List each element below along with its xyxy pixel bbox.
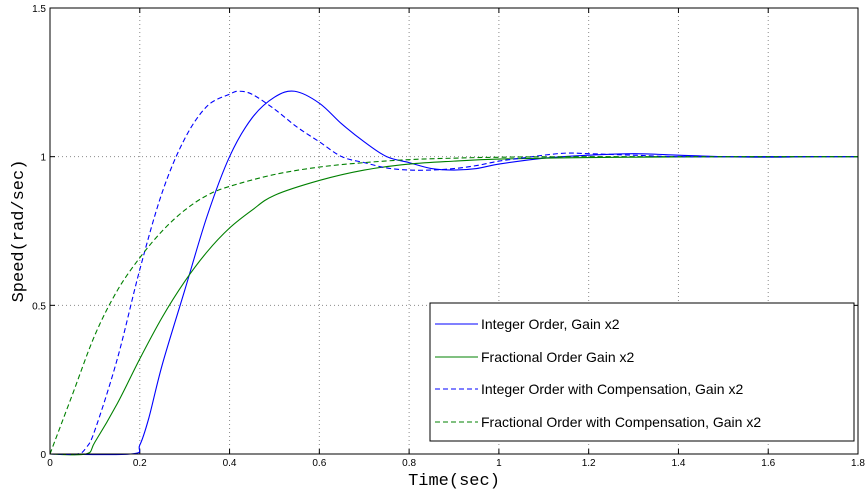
x-tick-label: 1.6 [761,458,775,469]
x-tick-label: 0.8 [402,458,416,469]
x-tick-label: 0.4 [223,458,237,469]
x-tick-label: 1.8 [851,458,865,469]
series-lines [49,90,859,456]
x-tick-label: 0.2 [133,458,147,469]
series-fractional-order-line [49,156,859,456]
x-tick-label: 0 [47,458,53,469]
legend: Integer Order, Gain x2 Fractional Order G… [429,302,855,442]
y-tick-label: 1 [40,153,46,164]
x-axis-label: Time(sec) [408,472,500,490]
y-tick-label: 1.5 [32,4,46,15]
y-axis-label: Speed(rad/sec) [10,160,29,303]
plot-frame [49,7,859,455]
x-tick-label: 1.2 [582,458,596,469]
series-integer-order-line [49,90,859,456]
y-tick-label: 0.5 [32,301,46,312]
series-integer-order-compensated-line [49,90,858,455]
x-tick-label: 1.4 [671,458,685,469]
legend-label: Fractional Order with Compensation, Gain… [481,414,761,430]
y-tick-label: 0 [40,450,46,461]
legend-label: Integer Order, Gain x2 [481,316,620,332]
legend-label: Fractional Order Gain x2 [481,349,634,365]
legend-label: Integer Order with Compensation, Gain x2 [481,381,743,397]
x-tick-label: 0.6 [312,458,326,469]
ticks: 0 0.2 0.4 0.6 0.8 1 1.2 1.4 1.6 1.8 0 0.5 1 1.5 [32,4,865,469]
legend-box [429,302,855,442]
x-tick-label: 1 [496,458,502,469]
